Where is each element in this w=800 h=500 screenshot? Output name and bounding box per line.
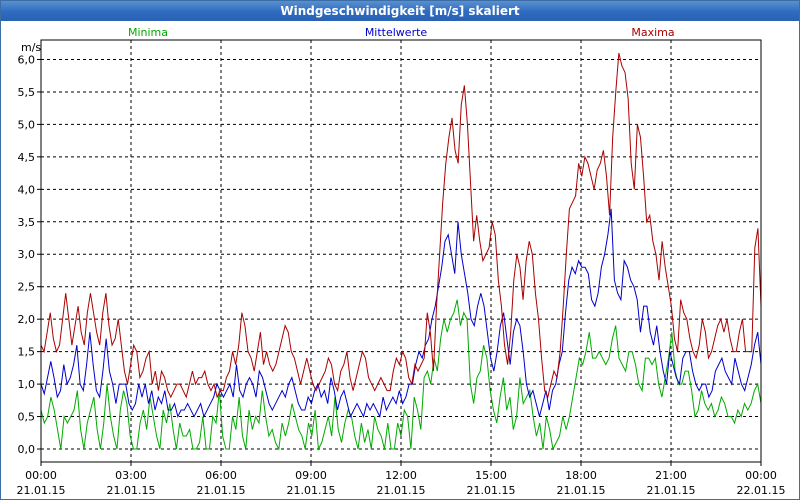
y-tick-label: 3,5 (18, 216, 36, 229)
x-tick-date: 21.01.15 (467, 484, 516, 497)
x-tick-time: 06:00 (205, 469, 237, 482)
x-tick-date: 21.01.15 (17, 484, 66, 497)
x-tick-date: 21.01.15 (647, 484, 696, 497)
x-axis-ticks: 00:00 21.01.15 03:00 21.01.15 06:00 21.01.15 0… (17, 462, 786, 497)
x-tick-time: 18:00 (565, 469, 597, 482)
x-tick-time: 09:00 (295, 469, 327, 482)
x-tick-date: 21.01.15 (557, 484, 606, 497)
series-line-mittelwerte (40, 208, 762, 419)
y-tick-label: 4,0 (18, 183, 36, 196)
x-tick-time: 21:00 (655, 469, 687, 482)
y-tick-label: 2,0 (18, 313, 36, 326)
chart-plot: 0,00,51,01,52,02,53,03,54,04,55,05,56,0 … (17, 26, 786, 497)
y-tick-label: 1,0 (18, 378, 36, 391)
legend: Minima Mittelwerte Maxima (128, 26, 675, 39)
x-tick-date: 21.01.15 (287, 484, 336, 497)
x-tick-time: 03:00 (115, 469, 147, 482)
x-tick-date: 21.01.15 (377, 484, 426, 497)
y-axis-label: m/s (21, 41, 41, 54)
x-tick-time: 00:00 (25, 469, 57, 482)
window-title: Windgeschwindigkeit [m/s] skaliert (1, 1, 799, 21)
series-lines (40, 52, 762, 451)
x-tick-time: 15:00 (475, 469, 507, 482)
y-tick-label: 6,0 (18, 53, 36, 66)
series-line-minima (40, 299, 762, 451)
grid-lines (41, 40, 761, 462)
y-axis-ticks: 0,0 0,5 1,0 1,5 2,0 2,5 3,0 3,5 4,0 4,5 5,0 5,5 6,0 (18, 53, 41, 456)
x-tick-date: 21.01.15 (197, 484, 246, 497)
y-tick-label: 5,0 (18, 118, 36, 131)
legend-item-mittelwerte: Mittelwerte (365, 26, 428, 39)
x-tick-date: 21.01.15 (107, 484, 156, 497)
y-tick-label: 1,5 (18, 346, 36, 359)
y-tick-label: 0,0 (18, 443, 36, 456)
y-tick-label: 0,5 (18, 411, 36, 424)
x-tick-time: 00:00 (745, 469, 777, 482)
y-tick-label: 2,5 (18, 281, 36, 294)
y-tick-label: 5,5 (18, 86, 36, 99)
y-tick-label: 4,5 (18, 151, 36, 164)
y-tick-label: 3,0 (18, 248, 36, 261)
plot-frame (40, 39, 762, 463)
x-tick-date: 22.01.15 (737, 484, 786, 497)
x-tick-time: 12:00 (385, 469, 417, 482)
legend-item-maxima: Maxima (631, 26, 674, 39)
legend-item-minima: Minima (128, 26, 168, 39)
series-line-maxima (40, 52, 762, 399)
